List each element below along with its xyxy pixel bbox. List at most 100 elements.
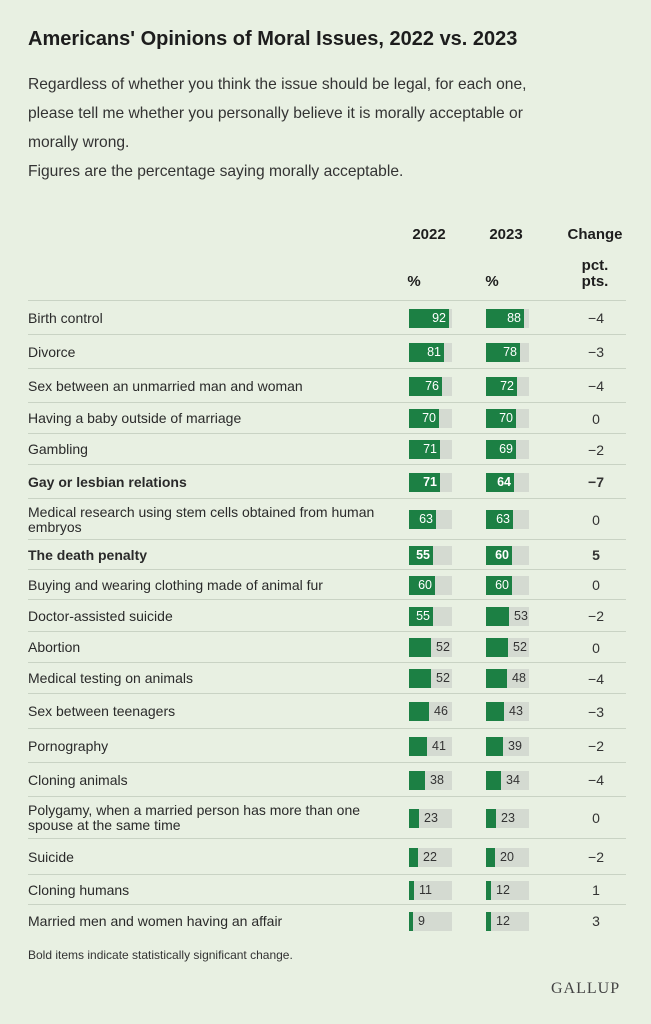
change-value: 5 xyxy=(592,547,600,563)
data-label-2023: 63 xyxy=(496,512,510,526)
table-row: Doctor-assisted suicide 55 53 −2 xyxy=(28,599,626,632)
bar-track-2022: 71 xyxy=(409,473,452,492)
column-header-2023: 2023 xyxy=(489,226,523,243)
data-label-2022: 46 xyxy=(434,704,448,718)
row-label: Abortion xyxy=(28,639,81,655)
bar-2023 xyxy=(486,510,513,529)
change-unit-pct: pct. xyxy=(581,257,609,274)
change-value: −3 xyxy=(588,704,604,720)
bar-track-2023: 23 xyxy=(486,809,529,828)
data-label-2023: 12 xyxy=(496,883,510,897)
data-label-2023: 12 xyxy=(496,914,510,928)
change-value: 0 xyxy=(592,640,600,656)
bar-2022 xyxy=(409,771,425,790)
change-value: −3 xyxy=(588,344,604,360)
table-row: Sex between an unmarried man and woman 76… xyxy=(28,368,626,403)
bar-2022 xyxy=(409,669,431,688)
bar-2023 xyxy=(486,881,491,900)
table-row: Suicide 22 20 −2 xyxy=(28,838,626,875)
bar-2022 xyxy=(409,912,413,931)
change-value: −4 xyxy=(588,671,604,687)
row-label: Married men and women having an affair xyxy=(28,913,283,929)
change-value: 1 xyxy=(592,882,600,898)
bar-track-2022: 11 xyxy=(409,881,452,900)
data-label-2022: 23 xyxy=(424,811,438,825)
bar-2022 xyxy=(409,377,442,396)
bar-track-2023: 63 xyxy=(486,510,529,529)
chart-subtitle: Regardless of whether you think the issu… xyxy=(28,70,628,186)
table-row: Sex between teenagers 46 43 −3 xyxy=(28,693,626,729)
data-label-2023: 43 xyxy=(509,704,523,718)
table-row: Gambling 71 69 −2 xyxy=(28,433,626,465)
data-label-2022: 55 xyxy=(416,609,430,623)
bar-2022 xyxy=(409,510,436,529)
bar-2023 xyxy=(486,912,491,931)
bar-track-2022: 55 xyxy=(409,607,452,626)
data-label-2023: 34 xyxy=(506,773,520,787)
column-header-change: Change xyxy=(567,226,623,243)
row-label: Medical research using stem cells obtain… xyxy=(28,504,375,535)
footnote: Bold items indicate statistically signif… xyxy=(28,948,293,962)
bar-track-2022: 55 xyxy=(409,546,452,565)
change-value: −2 xyxy=(588,442,604,458)
change-value: −2 xyxy=(588,608,604,624)
data-label-2023: 60 xyxy=(495,548,509,562)
data-label-2022: 71 xyxy=(423,442,437,456)
bar-2023 xyxy=(486,309,524,328)
bar-2023 xyxy=(486,440,516,459)
data-label-2022: 92 xyxy=(432,311,446,325)
bar-track-2022: 38 xyxy=(409,771,452,790)
row-label: The death penalty xyxy=(28,547,148,563)
table-row: Pornography 41 39 −2 xyxy=(28,728,626,763)
bar-2023 xyxy=(486,607,509,626)
bar-track-2022: 81 xyxy=(409,343,452,362)
bar-2023 xyxy=(486,473,514,492)
row-label: Divorce xyxy=(28,344,76,360)
row-label: Doctor-assisted suicide xyxy=(28,608,173,624)
bar-2023 xyxy=(486,546,512,565)
subtitle-line: please tell me whether you personally be… xyxy=(28,105,523,122)
data-label-2023: 72 xyxy=(500,379,514,393)
bar-track-2023: 60 xyxy=(486,546,529,565)
bar-track-2022: 70 xyxy=(409,409,452,428)
bar-track-2023: 20 xyxy=(486,848,529,867)
data-label-2022: 55 xyxy=(416,548,430,562)
data-label-2023: 88 xyxy=(507,311,521,325)
change-value: 0 xyxy=(592,411,600,427)
table-row: Having a baby outside of marriage 70 70 0 xyxy=(28,402,626,434)
change-value: 0 xyxy=(592,512,600,528)
change-value: −4 xyxy=(588,310,604,326)
bar-2022 xyxy=(409,881,414,900)
row-label: Sex between teenagers xyxy=(28,703,176,719)
bar-track-2023: 60 xyxy=(486,576,529,595)
bar-track-2022: 9 xyxy=(409,912,452,931)
bar-track-2023: 48 xyxy=(486,669,529,688)
bar-2022 xyxy=(409,638,431,657)
bar-2022 xyxy=(409,309,449,328)
subtitle-line: morally wrong. xyxy=(28,134,130,151)
table-row: Abortion 52 52 0 xyxy=(28,631,626,663)
bar-2022 xyxy=(409,440,440,459)
change-value: −2 xyxy=(588,849,604,865)
bar-track-2023: 72 xyxy=(486,377,529,396)
bar-2023 xyxy=(486,576,512,595)
bar-track-2023: 43 xyxy=(486,702,529,721)
bar-2023 xyxy=(486,638,508,657)
change-unit-pts: pts. xyxy=(581,273,609,290)
bar-track-2023: 12 xyxy=(486,912,529,931)
bar-track-2023: 12 xyxy=(486,881,529,900)
data-label-2022: 9 xyxy=(418,914,425,928)
table-row: Divorce 81 78 −3 xyxy=(28,334,626,369)
row-label: Polygamy, when a married person has more… xyxy=(28,802,361,833)
bar-2023 xyxy=(486,809,496,828)
bar-track-2022: 41 xyxy=(409,737,452,756)
subtitle-line: Regardless of whether you think the issu… xyxy=(28,76,527,93)
table-row: Buying and wearing clothing made of anim… xyxy=(28,569,626,600)
bar-2023 xyxy=(486,409,516,428)
bar-2022 xyxy=(409,343,444,362)
data-label-2023: 64 xyxy=(497,475,511,489)
row-label: Medical testing on animals xyxy=(28,670,193,686)
unit-2022: % xyxy=(407,273,421,290)
bar-track-2022: 52 xyxy=(409,669,452,688)
data-label-2022: 41 xyxy=(432,739,446,753)
